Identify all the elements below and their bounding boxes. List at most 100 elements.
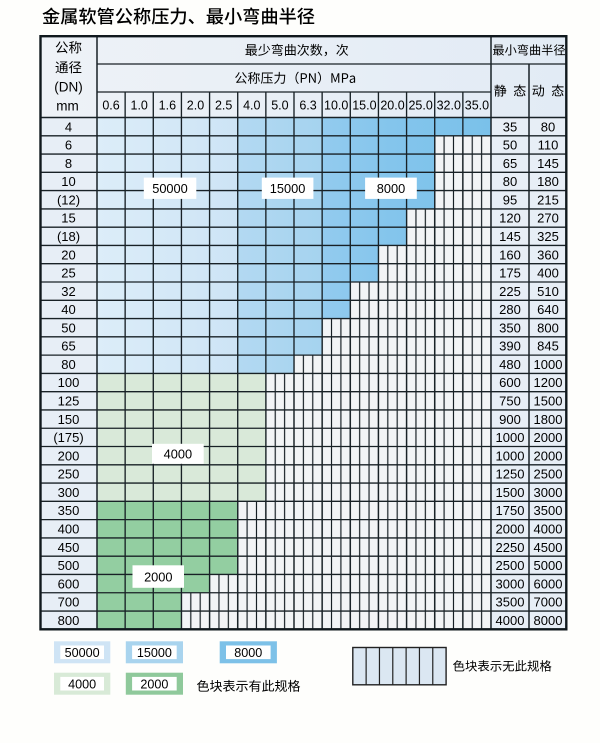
- svg-text:175: 175: [499, 266, 521, 281]
- svg-text:600: 600: [58, 576, 80, 591]
- svg-text:(DN): (DN): [54, 80, 83, 95]
- svg-text:145: 145: [537, 156, 559, 171]
- svg-text:150: 150: [58, 412, 80, 427]
- svg-text:900: 900: [499, 412, 521, 427]
- svg-text:95: 95: [503, 192, 517, 207]
- svg-text:10.0: 10.0: [324, 98, 348, 112]
- svg-text:350: 350: [499, 320, 521, 335]
- svg-text:110: 110: [538, 138, 559, 153]
- svg-text:2500: 2500: [496, 558, 525, 573]
- svg-text:0.6: 0.6: [102, 98, 119, 112]
- svg-text:15000: 15000: [270, 181, 306, 196]
- svg-text:1000: 1000: [534, 357, 563, 372]
- svg-text:20.0: 20.0: [380, 98, 404, 112]
- svg-text:4000: 4000: [164, 447, 192, 462]
- svg-text:480: 480: [499, 357, 521, 372]
- svg-text:4.0: 4.0: [243, 98, 260, 112]
- svg-text:100: 100: [58, 375, 80, 390]
- svg-text:160: 160: [499, 247, 521, 262]
- svg-text:8000: 8000: [377, 181, 405, 196]
- svg-text:50000: 50000: [65, 646, 100, 660]
- svg-text:4000: 4000: [534, 521, 563, 536]
- svg-text:1750: 1750: [496, 503, 525, 518]
- svg-text:10: 10: [61, 174, 75, 189]
- svg-text:2000: 2000: [140, 677, 168, 691]
- svg-text:225: 225: [499, 284, 521, 299]
- svg-text:1200: 1200: [534, 375, 563, 390]
- svg-text:6.3: 6.3: [299, 98, 316, 112]
- svg-text:5.0: 5.0: [271, 98, 288, 112]
- svg-text:6: 6: [65, 138, 72, 153]
- svg-text:(18): (18): [57, 229, 80, 244]
- svg-text:1000: 1000: [496, 430, 525, 445]
- svg-text:360: 360: [537, 247, 559, 262]
- svg-text:4000: 4000: [68, 677, 96, 691]
- svg-text:25: 25: [61, 266, 75, 281]
- svg-text:120: 120: [499, 211, 521, 226]
- svg-text:8000: 8000: [534, 613, 563, 628]
- svg-text:300: 300: [58, 485, 80, 500]
- svg-text:4500: 4500: [534, 540, 563, 555]
- svg-text:(175): (175): [53, 430, 83, 445]
- svg-text:750: 750: [499, 394, 521, 409]
- svg-text:65: 65: [61, 339, 75, 354]
- svg-text:(12): (12): [57, 192, 80, 207]
- svg-text:2500: 2500: [534, 467, 563, 482]
- svg-text:3500: 3500: [496, 595, 525, 610]
- svg-text:800: 800: [537, 320, 559, 335]
- svg-text:80: 80: [61, 357, 75, 372]
- svg-text:215: 215: [537, 192, 559, 207]
- svg-text:1500: 1500: [534, 394, 563, 409]
- svg-text:125: 125: [58, 394, 80, 409]
- svg-text:40: 40: [61, 302, 75, 317]
- svg-text:600: 600: [499, 375, 521, 390]
- svg-text:35: 35: [503, 119, 517, 134]
- svg-text:6000: 6000: [534, 576, 563, 591]
- svg-text:8: 8: [65, 156, 72, 171]
- svg-text:65: 65: [503, 156, 517, 171]
- svg-text:15.0: 15.0: [352, 98, 376, 112]
- svg-text:1000: 1000: [496, 448, 525, 463]
- svg-text:80: 80: [541, 119, 555, 134]
- svg-text:15: 15: [61, 211, 75, 226]
- svg-text:2250: 2250: [496, 540, 525, 555]
- svg-text:50000: 50000: [152, 181, 188, 196]
- svg-text:1250: 1250: [496, 467, 525, 482]
- svg-text:640: 640: [537, 302, 559, 317]
- svg-text:15000: 15000: [137, 646, 172, 660]
- svg-text:2.5: 2.5: [215, 98, 232, 112]
- svg-text:4000: 4000: [496, 613, 525, 628]
- svg-text:4: 4: [65, 119, 72, 134]
- svg-text:35.0: 35.0: [465, 98, 489, 112]
- svg-text:20: 20: [61, 247, 75, 262]
- svg-text:25.0: 25.0: [408, 98, 432, 112]
- svg-text:50: 50: [61, 320, 75, 335]
- svg-text:1.6: 1.6: [159, 98, 176, 112]
- svg-text:7000: 7000: [534, 595, 563, 610]
- svg-text:450: 450: [58, 540, 80, 555]
- svg-text:mm: mm: [56, 99, 79, 114]
- svg-text:32.0: 32.0: [437, 98, 461, 112]
- svg-text:50: 50: [503, 138, 517, 153]
- svg-text:5000: 5000: [534, 558, 563, 573]
- svg-text:80: 80: [503, 174, 517, 189]
- svg-text:145: 145: [499, 229, 521, 244]
- svg-text:400: 400: [537, 266, 559, 281]
- svg-text:270: 270: [537, 211, 559, 226]
- svg-text:1.0: 1.0: [131, 98, 148, 112]
- svg-text:280: 280: [499, 302, 521, 317]
- svg-text:32: 32: [61, 284, 75, 299]
- svg-text:510: 510: [537, 284, 559, 299]
- svg-text:2000: 2000: [496, 521, 525, 536]
- svg-text:3500: 3500: [534, 503, 563, 518]
- svg-text:3000: 3000: [534, 485, 563, 500]
- svg-text:390: 390: [499, 339, 521, 354]
- svg-text:3000: 3000: [496, 576, 525, 591]
- svg-text:2000: 2000: [534, 448, 563, 463]
- svg-text:2000: 2000: [144, 569, 172, 584]
- svg-text:325: 325: [537, 229, 559, 244]
- svg-text:2000: 2000: [534, 430, 563, 445]
- svg-text:2.0: 2.0: [187, 98, 204, 112]
- svg-text:180: 180: [537, 174, 559, 189]
- svg-text:500: 500: [58, 558, 80, 573]
